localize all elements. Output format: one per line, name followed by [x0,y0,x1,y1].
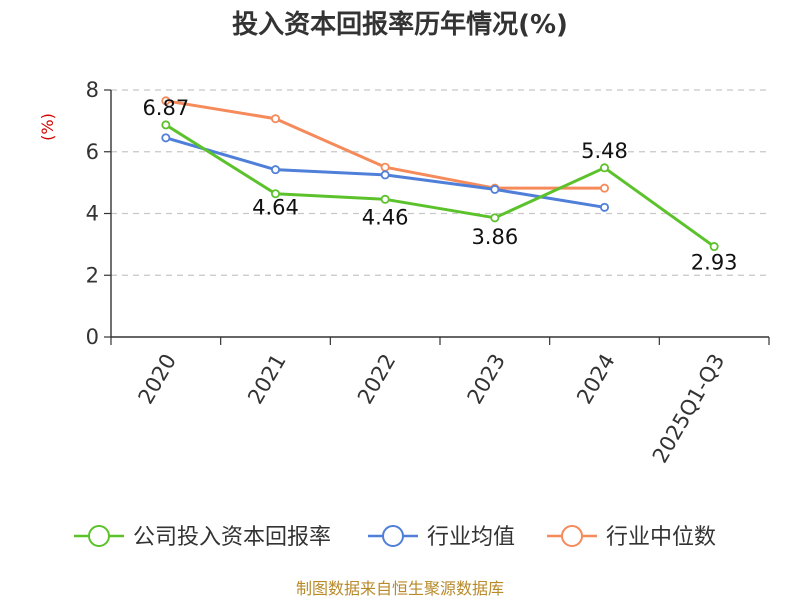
data-point[interactable] [270,189,280,199]
data-point[interactable] [490,184,500,194]
legend-label: 公司投入资本回报率 [133,525,331,550]
data-point[interactable] [600,202,610,212]
x-tick-label: 2022 [353,350,401,408]
y-tick-label: 0 [86,325,99,349]
x-tick-label: 2025Q1-Q3 [648,350,730,467]
data-point[interactable] [380,162,390,172]
data-point[interactable] [380,194,390,204]
legend-label: 行业中位数 [606,525,716,550]
series [161,96,719,252]
data-labels: 6.87 4.64 4.46 3.86 5.48 2.93 [142,96,737,275]
y-tick-label: 8 [86,78,99,102]
data-point[interactable] [709,242,719,252]
x-tick-label: 2020 [134,350,182,408]
data-label: 6.87 [142,96,189,120]
legend-marker [561,525,583,547]
x-tick-label: 2023 [463,350,511,408]
series-1 [161,120,719,252]
series-line [165,123,716,248]
series-2 [161,133,610,212]
legend-marker [382,525,404,547]
data-point[interactable] [161,133,171,143]
legend-item[interactable]: 公司投入资本回报率 [74,525,331,550]
legend[interactable]: 公司投入资本回报率 行业均值 行业中位数 [74,525,716,550]
data-point[interactable] [490,213,500,223]
legend-item[interactable]: 行业中位数 [547,525,716,550]
y-tick-label: 6 [86,140,99,164]
data-point[interactable] [380,170,390,180]
legend-label: 行业均值 [427,525,515,550]
x-tick-label: 2024 [572,350,620,408]
data-label: 5.48 [581,139,628,163]
data-point[interactable] [161,96,171,106]
data-label: 2.93 [691,251,738,275]
legend-item[interactable]: 行业均值 [368,525,515,550]
y-tick-label: 2 [86,263,99,287]
legend-marker [88,525,110,547]
data-label: 4.46 [362,205,409,229]
y-tick-label: 4 [86,202,99,226]
data-point[interactable] [600,163,610,173]
data-point[interactable] [600,183,610,193]
data-label: 4.64 [252,196,299,220]
chart-title: 投入资本回报率历年情况(%) [232,9,568,40]
data-label: 3.86 [471,225,518,249]
data-point[interactable] [270,165,280,175]
data-point[interactable] [270,114,280,124]
y-axis-label: (%) [38,113,57,141]
data-point[interactable] [161,120,171,130]
source-note: 制图数据来自恒生聚源数据库 [296,579,504,598]
axes: 0 2 4 6 8 2020 2021 2022 2023 2024 2025Q1-Q3 [86,78,770,467]
x-tick-label: 2021 [243,350,291,408]
